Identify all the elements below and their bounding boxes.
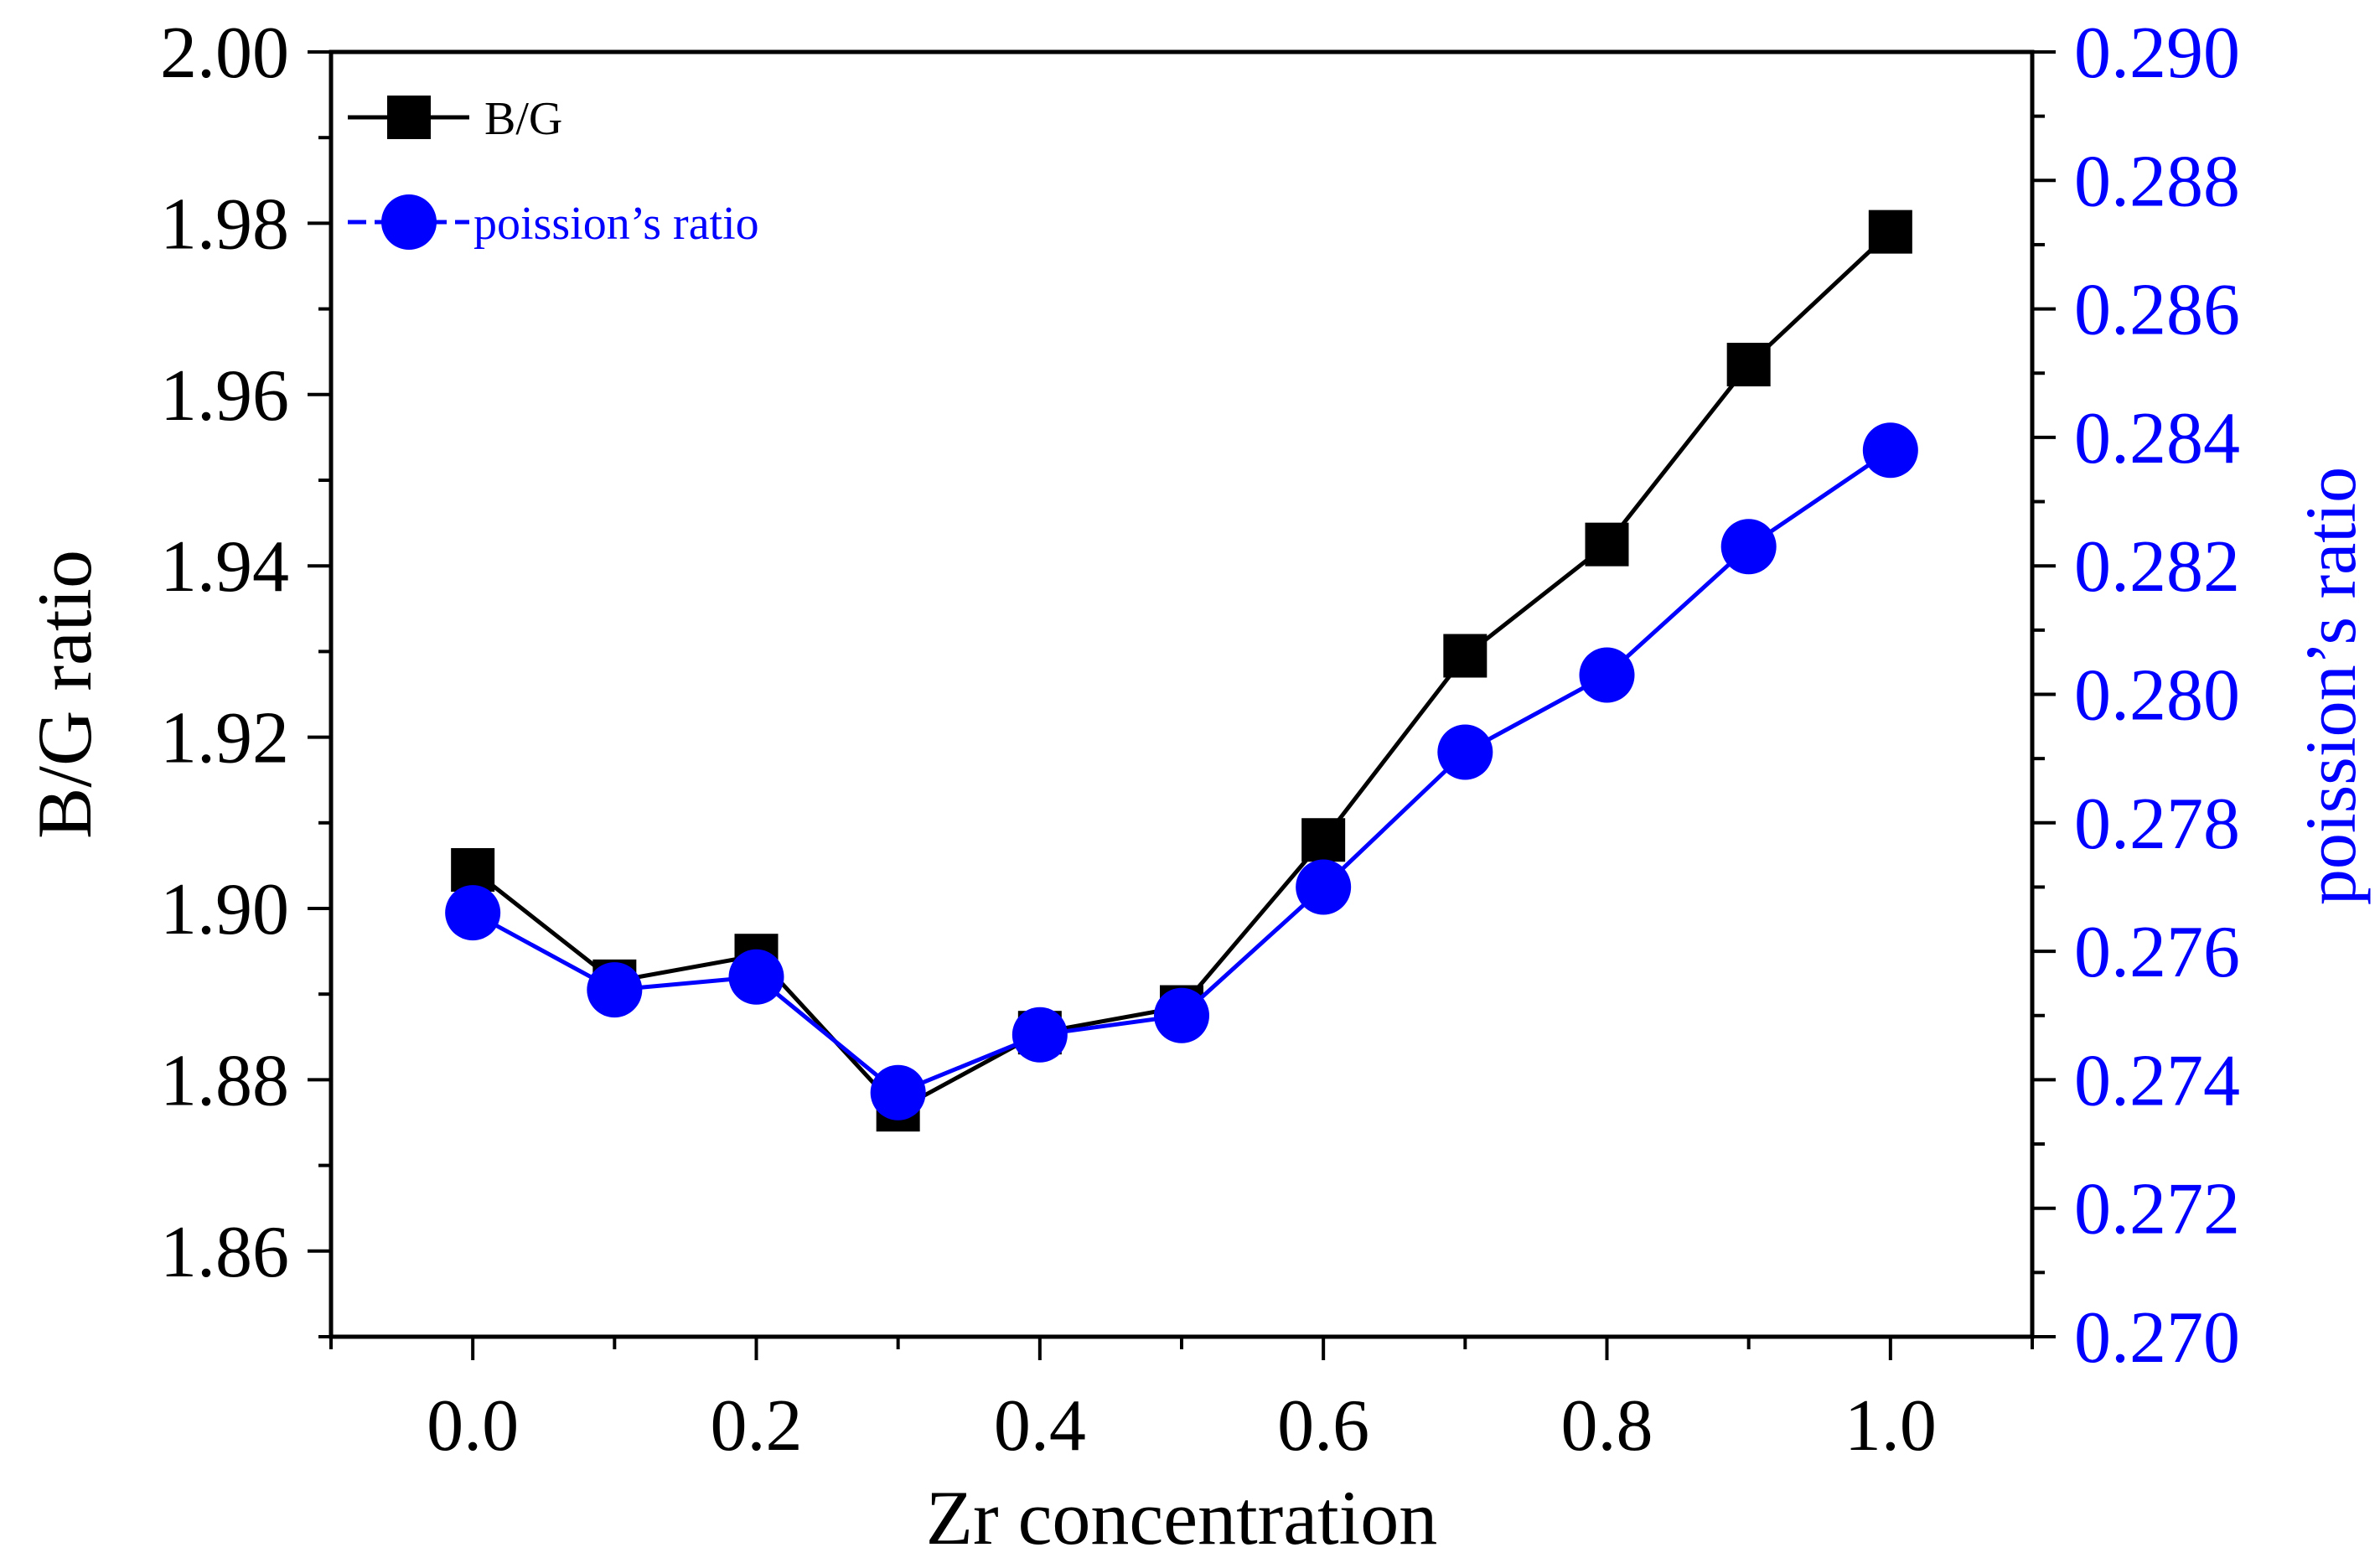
x-tick-label: 0.2 [711,1385,803,1467]
poisson-circle-marker [1154,987,1209,1043]
poisson-circle-marker [445,885,501,941]
bg-square-marker [1585,522,1629,567]
poisson-circle-marker [587,962,643,1018]
x-tick-label: 0.8 [1561,1385,1653,1467]
bg-square-marker [451,848,495,893]
y-left-tick-label: 1.94 [160,526,289,608]
y-right-tick-label: 0.278 [2074,784,2240,865]
y-right-tick-label: 0.276 [2074,912,2240,993]
x-axis: 0.0 0.2 0.4 0.6 0.8 1.0 [329,1337,2034,1467]
poisson-circle-marker [1862,422,1918,479]
legend-marker-bg [387,96,431,139]
y-right-tick-label: 0.290 [2074,13,2240,94]
legend-label-poisson: poission’s ratio [473,198,759,250]
bg-square-marker [1868,210,1912,254]
y-right-tick-label: 0.286 [2074,270,2240,351]
legend-marker-poisson [381,194,437,250]
poisson-circle-marker [870,1064,926,1120]
poisson-circle-marker [728,949,784,1005]
y-left-tick-label: 1.92 [160,698,289,779]
poisson-circle-marker [1296,859,1352,915]
x-axis-label: Zr concentration [926,1475,1438,1560]
y-left-tick-label: 1.86 [160,1212,289,1293]
x-tick-label: 0.0 [427,1385,519,1467]
bg-square-marker [1301,818,1346,862]
x-tick-label: 1.0 [1844,1385,1937,1467]
poisson-circle-marker [1012,1007,1068,1063]
poisson-circle-marker [1720,519,1777,575]
y-axis-left-label: B/G ratio [22,550,107,839]
series-layer [445,210,1918,1132]
y-left-tick-label: 1.98 [160,184,289,265]
bg-square-marker [1443,634,1488,678]
y-axis-right: 0.270 0.272 0.274 0.276 0.278 0.280 0.282 0.284… [2032,13,2240,1379]
y-right-tick-label: 0.288 [2074,141,2240,222]
y-right-tick-label: 0.284 [2074,398,2240,479]
y-right-tick-label: 0.270 [2074,1297,2240,1379]
y-axis-right-label: poission’s ratio [2290,467,2371,905]
y-right-tick-label: 0.280 [2074,655,2240,737]
y-left-tick-label: 1.90 [160,869,289,950]
y-right-tick-label: 0.282 [2074,526,2240,608]
y-right-tick-label: 0.274 [2074,1040,2240,1121]
y-left-tick-label: 1.96 [160,355,289,437]
y-left-tick-label: 1.88 [160,1040,289,1121]
y-left-tick-label: 2.00 [160,13,289,94]
poisson-circle-marker [1437,724,1493,780]
bg-square-marker [1726,343,1771,387]
legend-label-bg: B/G [484,93,562,145]
x-tick-label: 0.4 [994,1385,1086,1467]
x-tick-label: 0.6 [1277,1385,1369,1467]
legend: B/G poission’s ratio [348,93,759,250]
y-axis-left: 1.86 1.88 1.90 1.92 1.94 1.96 1.98 2.00 [160,13,331,1338]
y-right-tick-label: 0.272 [2074,1169,2240,1250]
poisson-circle-marker [1579,647,1635,703]
